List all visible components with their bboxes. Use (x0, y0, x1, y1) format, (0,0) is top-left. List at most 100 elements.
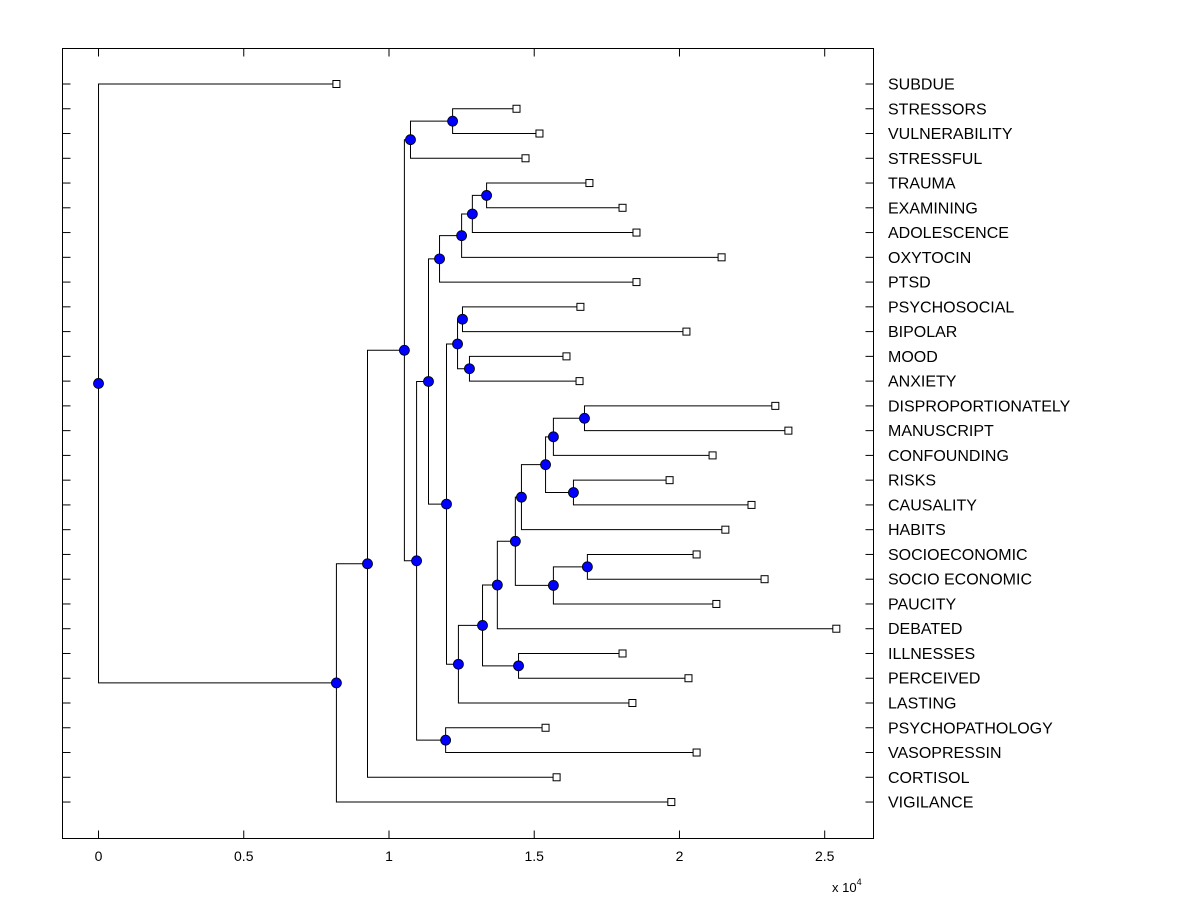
leaf-label: MANUSCRIPT (888, 423, 994, 440)
x-tick-label: 1 (385, 848, 393, 864)
cluster-node (568, 487, 579, 498)
leaf-marker (632, 228, 641, 237)
cluster-node (405, 134, 416, 146)
nodes (93, 80, 841, 807)
x-tick-label: 2.5 (815, 848, 835, 864)
leaf-marker (692, 550, 701, 559)
dendrogram-link (366, 563, 557, 778)
x-multiplier-exponent: 4 (857, 877, 862, 887)
leaf-label: STRESSORS (888, 101, 987, 118)
leaf-marker (332, 80, 341, 88)
cluster-node (457, 313, 468, 325)
dendrogram-link (439, 235, 462, 259)
cluster-node (331, 677, 342, 689)
dendrogram-link (98, 83, 337, 384)
cluster-node (581, 561, 593, 573)
leaf-label: VASOPRESSIN (888, 745, 1002, 762)
leaf-label: ILLNESSES (888, 646, 975, 663)
leaf-marker (682, 327, 691, 336)
cluster-node (579, 412, 590, 424)
x-multiplier: x 104 (832, 877, 862, 895)
leaf-marker (721, 525, 730, 534)
dendrogram-link (471, 213, 637, 234)
leaf-label: TRAUMA (888, 176, 956, 193)
dendrogram-link (520, 464, 546, 498)
dendrogram-link (552, 436, 713, 456)
leaf-label: OXYTOCIN (888, 250, 971, 267)
leaf-label: DISPROPORTIONATELY (888, 398, 1071, 415)
cluster-node (513, 660, 524, 672)
leaf-label: LASTING (888, 696, 956, 713)
cluster-node (466, 208, 478, 220)
leaf-label: SOCIO ECONOMIC (888, 572, 1032, 589)
x-ticks: 0 0.5 1 1.5 2 2.5 (95, 48, 835, 864)
leaf-marker (784, 426, 793, 435)
dendrogram-link (416, 560, 446, 741)
leaf-marker (832, 624, 841, 633)
leaf-labels: SUBDUE STRESSORS VULNERABILITY STRESSFUL TRA… (888, 77, 1071, 812)
cluster-node (509, 535, 521, 547)
dendrogram-link (457, 664, 633, 704)
y-ticks (62, 83, 874, 803)
cluster-node (411, 555, 422, 567)
dendrogram-link (427, 381, 447, 505)
cluster-node (516, 491, 527, 503)
dendrogram-link (552, 585, 717, 605)
dendrogram-link (514, 541, 554, 586)
cluster-node (452, 338, 463, 350)
leaf-marker (535, 129, 544, 138)
x-tick-label: 2 (676, 848, 684, 864)
cluster-node (464, 363, 475, 375)
dendrogram-link (482, 625, 519, 667)
leaf-marker (665, 476, 674, 485)
leaf-marker (575, 377, 584, 386)
cluster-node (434, 253, 445, 265)
leaf-label: ADOLESCENCE (888, 225, 1009, 242)
dendrogram-link (496, 585, 837, 630)
cluster-node (456, 230, 468, 242)
dendrogram-link (335, 563, 368, 683)
leaf-label: ANXIETY (888, 374, 957, 391)
cluster-node (547, 431, 559, 443)
leaf-label: PTSD (888, 275, 931, 292)
cluster-node (540, 459, 551, 471)
leaf-label: VIGILANCE (888, 795, 973, 812)
leaf-label: HABITS (888, 522, 946, 539)
dendrogram-link (366, 349, 405, 564)
leaf-marker (708, 451, 717, 460)
leaf-label: PAUCITY (888, 596, 956, 613)
cluster-node (477, 620, 488, 631)
dendrogram-link (457, 624, 483, 665)
dendrogram-link (552, 417, 585, 437)
leaf-marker (576, 302, 585, 311)
leaf-marker (585, 179, 594, 188)
dendrogram-link (409, 139, 526, 159)
leaf-marker (632, 278, 641, 287)
cluster-node (423, 376, 434, 387)
leaf-label: DEBATED (888, 621, 962, 638)
dendrogram-link (520, 497, 726, 531)
leaf-marker (667, 798, 676, 807)
leaf-label: CORTISOL (888, 770, 970, 787)
x-tick-label: 0 (95, 848, 103, 864)
cluster-node (453, 658, 464, 670)
leaf-marker (521, 154, 530, 163)
cluster-node (362, 558, 373, 570)
dendrogram-link (496, 540, 516, 586)
leaf-marker (712, 599, 721, 608)
leaf-label: SUBDUE (888, 77, 955, 94)
dendrogram-link (98, 383, 337, 684)
leaf-label: PSYCHOSOCIAL (888, 299, 1014, 316)
leaf-marker (512, 104, 521, 113)
leaf-label: MOOD (888, 349, 938, 366)
cluster-node (447, 115, 459, 127)
leaf-label: PSYCHOPATHOLOGY (888, 720, 1053, 737)
leaf-marker (618, 203, 627, 212)
leaf-label: PERCEIVED (888, 671, 980, 688)
dendrogram-link (545, 464, 574, 494)
plot-area (62, 48, 874, 839)
leaf-label: RISKS (888, 473, 936, 490)
leaf-marker (760, 575, 769, 584)
leaf-marker (747, 500, 756, 509)
